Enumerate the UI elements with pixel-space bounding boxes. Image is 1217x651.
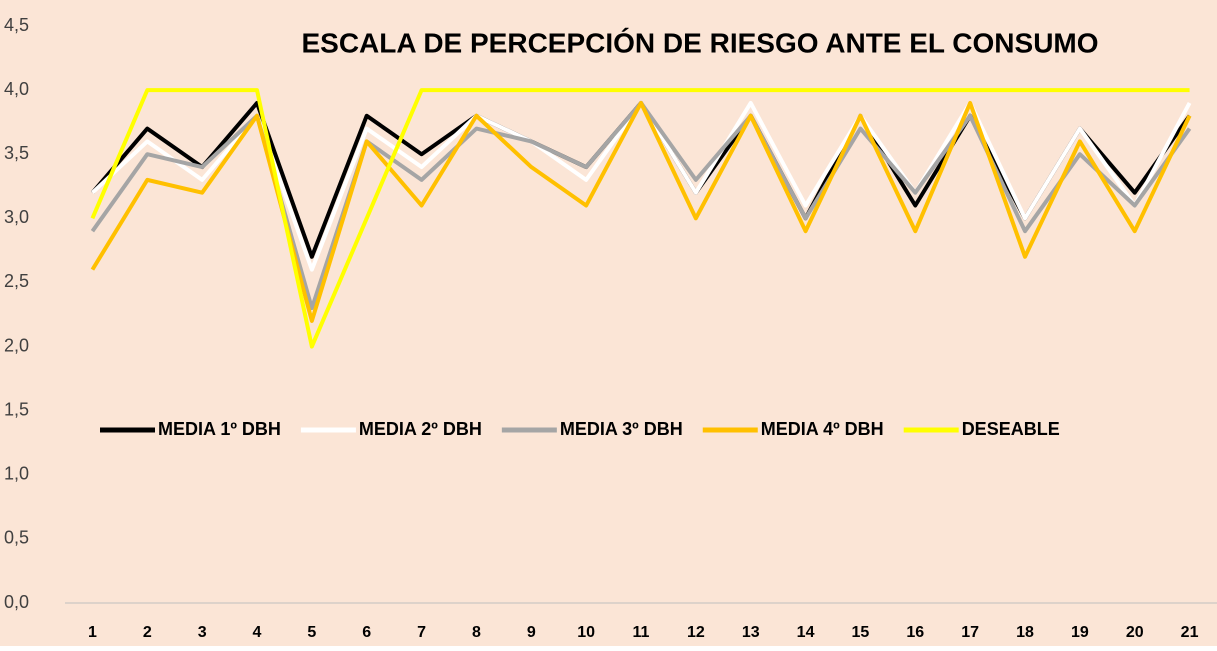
x-tick-label: 16 — [906, 624, 924, 641]
x-tick-label: 20 — [1126, 624, 1144, 641]
legend-label: DESEABLE — [962, 419, 1060, 439]
legend-label: MEDIA 4º DBH — [761, 419, 884, 439]
y-tick-label: 1,5 — [4, 399, 29, 419]
x-tick-label: 6 — [362, 624, 371, 641]
y-tick-label: 2,5 — [4, 271, 29, 291]
x-tick-label: 17 — [961, 624, 979, 641]
x-tick-label: 4 — [253, 624, 262, 641]
x-tick-label: 7 — [417, 624, 426, 641]
x-tick-label: 11 — [633, 624, 650, 641]
y-tick-label: 3,0 — [4, 207, 29, 227]
x-tick-label: 1 — [88, 624, 97, 641]
y-tick-label: 0,0 — [4, 592, 29, 612]
x-tick-label: 21 — [1181, 624, 1199, 641]
legend-label: MEDIA 1º DBH — [158, 419, 281, 439]
x-tick-label: 9 — [527, 624, 536, 641]
legend-label: MEDIA 3º DBH — [560, 419, 683, 439]
y-tick-label: 4,5 — [4, 15, 29, 35]
x-tick-label: 3 — [198, 624, 207, 641]
x-tick-label: 18 — [1016, 624, 1034, 641]
y-tick-label: 2,0 — [4, 335, 29, 355]
y-tick-label: 3,5 — [4, 143, 29, 163]
x-tick-label: 13 — [742, 624, 760, 641]
y-tick-label: 4,0 — [4, 79, 29, 99]
x-tick-label: 2 — [143, 624, 152, 641]
x-tick-label: 19 — [1071, 624, 1089, 641]
chart-title: ESCALA DE PERCEPCIÓN DE RIESGO ANTE EL C… — [301, 27, 1098, 58]
x-tick-label: 8 — [472, 624, 481, 641]
x-tick-label: 15 — [852, 624, 870, 641]
x-tick-label: 12 — [687, 624, 705, 641]
x-tick-label: 14 — [797, 624, 815, 641]
x-tick-label: 5 — [307, 624, 316, 641]
y-tick-label: 1,0 — [4, 464, 29, 484]
legend-label: MEDIA 2º DBH — [359, 419, 482, 439]
x-tick-label: 10 — [577, 624, 595, 641]
y-tick-label: 0,5 — [4, 528, 29, 548]
series-line — [90, 88, 1190, 349]
